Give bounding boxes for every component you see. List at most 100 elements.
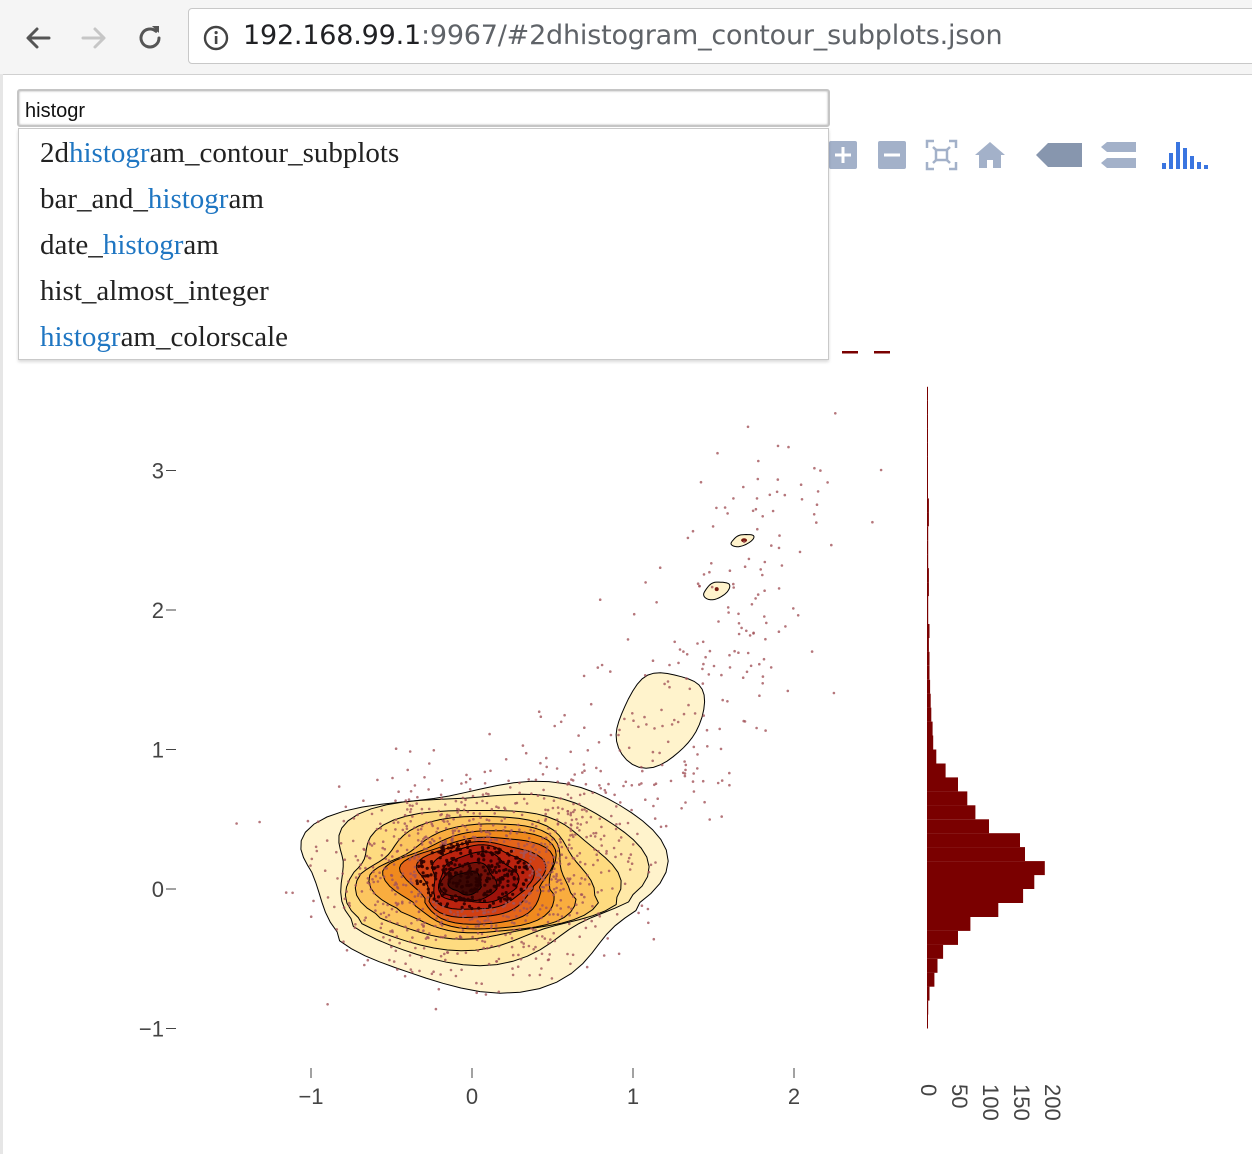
scatter-point bbox=[487, 864, 491, 868]
address-bar[interactable]: 192.168.99.1:9967/#2dhistogram_contour_s… bbox=[188, 8, 1252, 64]
scatter-point bbox=[571, 856, 575, 860]
scatter-point bbox=[429, 893, 433, 898]
scatter-point bbox=[606, 937, 609, 940]
scatter-point bbox=[444, 803, 447, 806]
scatter-point bbox=[599, 838, 603, 841]
scatter-point bbox=[497, 957, 501, 961]
reload-button[interactable] bbox=[130, 18, 170, 58]
scatter-point bbox=[563, 713, 566, 717]
scatter-point bbox=[461, 929, 465, 932]
autocomplete-item[interactable]: hist_almost_integer bbox=[40, 268, 269, 314]
scatter-point bbox=[375, 827, 379, 831]
item-text: date_ bbox=[40, 229, 103, 261]
scatter-point bbox=[491, 910, 495, 913]
scatter-point bbox=[555, 872, 558, 876]
scatter-point bbox=[737, 632, 741, 636]
histogram-bar bbox=[927, 442, 928, 457]
scatter-point bbox=[583, 895, 586, 899]
scatter-point bbox=[745, 629, 748, 633]
scatter-point bbox=[751, 509, 755, 513]
autocomplete-item[interactable]: histogram_colorscale bbox=[40, 314, 288, 360]
scatter-point bbox=[428, 841, 432, 844]
scatter-point bbox=[726, 700, 729, 703]
scatter-point bbox=[371, 865, 375, 869]
scatter-point bbox=[477, 925, 480, 928]
scatter-point bbox=[483, 940, 487, 944]
scatter-point bbox=[564, 856, 568, 859]
scatter-point bbox=[605, 852, 608, 855]
autocomplete-item[interactable]: date_histogram bbox=[40, 222, 219, 268]
scatter-point bbox=[591, 791, 594, 795]
scatter-point bbox=[559, 878, 562, 882]
scatter-point bbox=[470, 906, 474, 911]
plot-area[interactable]: −1 0 1 2 −1 0 1 2 3 0 50 100 150 200 bbox=[0, 340, 1252, 1154]
scatter-point bbox=[363, 963, 366, 967]
scatter-point bbox=[395, 935, 399, 938]
scatter-point bbox=[561, 807, 564, 811]
scatter-point bbox=[394, 901, 398, 905]
scatter-point bbox=[537, 872, 540, 876]
histogram-bar bbox=[927, 986, 930, 1001]
scatter-point bbox=[372, 880, 376, 884]
scatter-point bbox=[532, 843, 536, 847]
zoom-in-icon[interactable] bbox=[829, 141, 857, 169]
y-axis: −1 0 1 2 3 bbox=[139, 459, 176, 1042]
scatter-point bbox=[470, 898, 475, 902]
scatter-point bbox=[549, 938, 552, 941]
scatter-point bbox=[507, 869, 511, 873]
forward-button[interactable] bbox=[74, 18, 114, 58]
scatter-point bbox=[541, 885, 544, 889]
scatter-point bbox=[448, 867, 452, 871]
autocomplete-item[interactable]: bar_and_histogram bbox=[40, 176, 264, 222]
scatter-point bbox=[416, 929, 419, 932]
scatter-point bbox=[381, 902, 385, 906]
scatter-point bbox=[758, 662, 761, 666]
scatter-point bbox=[503, 806, 506, 810]
scatter-point bbox=[511, 892, 515, 896]
scatter-point bbox=[792, 607, 795, 610]
scatter-point bbox=[394, 747, 398, 750]
scatter-point bbox=[643, 674, 647, 677]
hover-closest-icon[interactable] bbox=[1036, 143, 1082, 167]
scatter-point bbox=[392, 960, 396, 963]
scatter-point bbox=[768, 493, 772, 497]
back-button[interactable] bbox=[18, 18, 58, 58]
autocomplete-item[interactable]: 2dhistogram_contour_subplots bbox=[40, 130, 399, 176]
scatter-point bbox=[495, 838, 499, 842]
scatter-point bbox=[468, 819, 471, 822]
reset-axes-icon[interactable] bbox=[975, 142, 1005, 168]
scatter-point bbox=[481, 799, 484, 803]
hover-compare-icon[interactable] bbox=[1101, 142, 1136, 168]
info-icon[interactable] bbox=[203, 25, 229, 51]
scatter-point bbox=[547, 889, 550, 893]
scatter-point bbox=[578, 851, 582, 855]
scatter-point bbox=[668, 685, 671, 689]
scatter-point bbox=[379, 822, 382, 826]
scatter-point bbox=[568, 862, 571, 865]
plotly-logo-icon[interactable] bbox=[1162, 142, 1208, 169]
scatter-point bbox=[488, 832, 492, 835]
scatter-point bbox=[586, 874, 589, 877]
scatter-point bbox=[425, 847, 429, 851]
autoscale-icon[interactable] bbox=[925, 139, 958, 171]
scatter-point bbox=[458, 847, 462, 851]
search-input[interactable] bbox=[17, 89, 830, 127]
scatter-point bbox=[556, 780, 559, 784]
zoom-out-icon[interactable] bbox=[878, 141, 906, 169]
scatter-point bbox=[702, 662, 705, 666]
scatter-point bbox=[460, 782, 463, 785]
scatter-point bbox=[559, 907, 562, 910]
scatter-point bbox=[358, 873, 361, 876]
scatter-point bbox=[342, 906, 346, 909]
scatter-point bbox=[455, 884, 459, 888]
scatter-point bbox=[480, 932, 484, 936]
scatter-point bbox=[670, 723, 674, 726]
scatter-point bbox=[524, 919, 527, 922]
scatter-point bbox=[439, 973, 442, 976]
scatter-point bbox=[497, 847, 501, 851]
scatter-point bbox=[762, 657, 766, 661]
plot-modebar bbox=[829, 139, 1208, 171]
scatter-point bbox=[431, 900, 435, 904]
contour-peak bbox=[741, 538, 748, 543]
scatter-point bbox=[711, 525, 715, 528]
